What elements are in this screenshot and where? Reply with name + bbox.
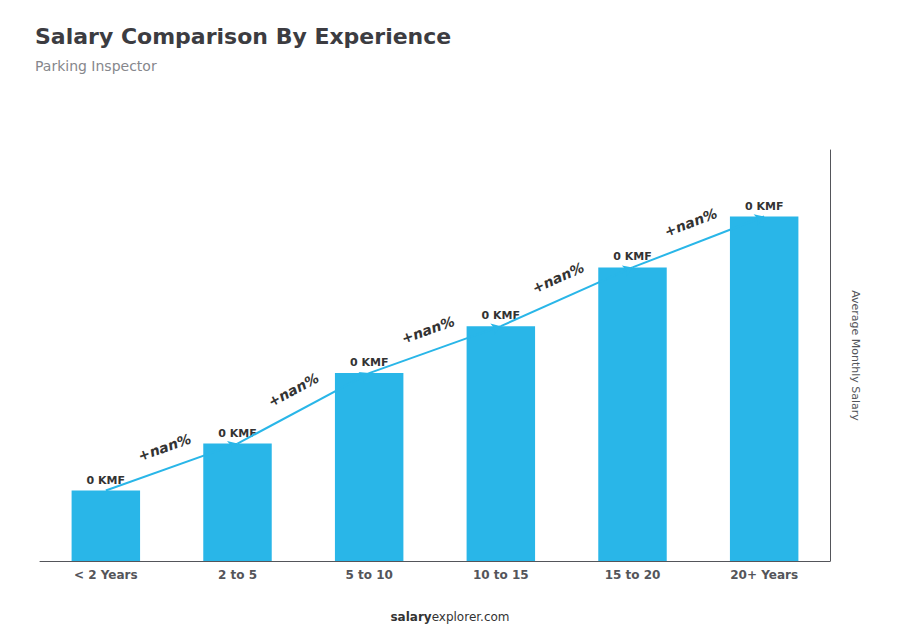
svg-text:0 KMF: 0 KMF [87, 474, 125, 487]
svg-text:+nan%: +nan% [136, 430, 193, 464]
svg-text:Salary Comparison By Experienc: Salary Comparison By Experience [35, 24, 451, 49]
svg-text:0 KMF: 0 KMF [613, 250, 652, 264]
svg-text:explorer.com: explorer.com [432, 610, 510, 624]
svg-text:10 to 15: 10 to 15 [473, 568, 529, 582]
svg-text:+nan%: +nan% [265, 370, 321, 410]
svg-text:+nan%: +nan% [399, 313, 456, 347]
svg-text:0 KMF: 0 KMF [218, 427, 256, 440]
svg-text:0 KMF: 0 KMF [350, 356, 388, 369]
svg-text:0 KMF: 0 KMF [481, 309, 521, 323]
svg-text:Parking Inspector: Parking Inspector [35, 58, 157, 74]
svg-text:Average Monthly Salary: Average Monthly Salary [849, 290, 862, 421]
svg-text:+nan%: +nan% [662, 205, 719, 240]
svg-text:20+ Years: 20+ Years [730, 568, 798, 582]
svg-text:5 to 10: 5 to 10 [345, 568, 392, 582]
svg-text:salary: salary [390, 610, 431, 624]
svg-text:15 to 20: 15 to 20 [605, 568, 661, 582]
svg-text:< 2 Years: < 2 Years [74, 568, 138, 582]
svg-text:0 KMF: 0 KMF [745, 200, 783, 213]
svg-text:2 to 5: 2 to 5 [218, 568, 257, 582]
svg-text:+nan%: +nan% [530, 259, 587, 296]
